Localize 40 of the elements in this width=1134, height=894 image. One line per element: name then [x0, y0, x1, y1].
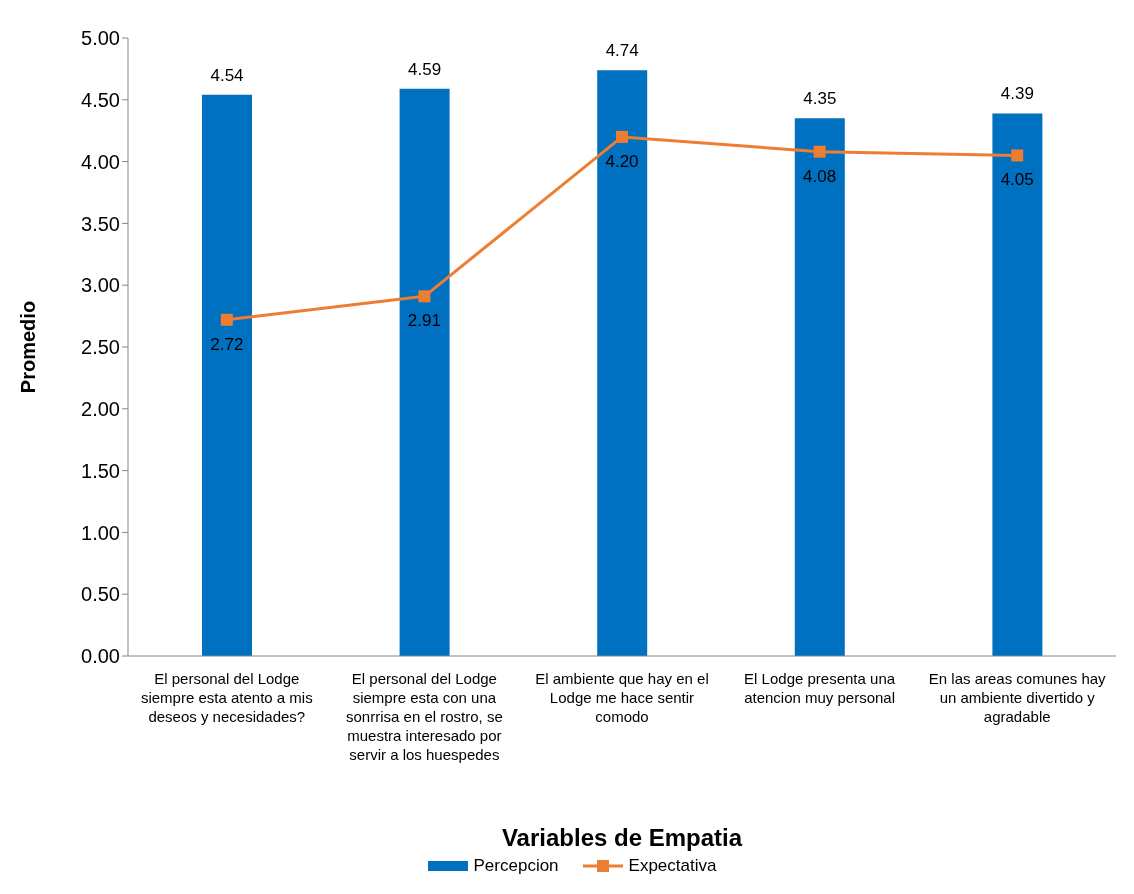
- y-tick-label: 0.50: [81, 583, 120, 606]
- point: [1011, 149, 1024, 162]
- legend-label: Expectativa: [628, 856, 717, 876]
- bar: [202, 94, 252, 656]
- y-tick-label: 2.50: [81, 336, 120, 359]
- x-tick-label: El personal del Lodge siempre esta con una sonrrisa en el rostro, se muestra interesado por servir a los huespedes: [346, 670, 503, 763]
- data-label: 4.20: [605, 151, 639, 171]
- y-tick-label: 5.00: [81, 27, 120, 50]
- y-tick-label: 0.00: [81, 645, 120, 668]
- point: [418, 290, 431, 303]
- y-tick-label: 3.00: [81, 274, 120, 297]
- bar: [992, 113, 1043, 656]
- x-tick-label: El Lodge presenta una atencion muy personal: [744, 670, 896, 706]
- data-label: 4.39: [1000, 84, 1034, 104]
- bar: [399, 88, 450, 656]
- point: [813, 145, 826, 158]
- data-label: 2.91: [407, 311, 441, 331]
- data-label: 4.59: [408, 59, 442, 79]
- x-axis-title: Variables de Empatia: [501, 824, 743, 851]
- y-axis-title: Promedio: [17, 300, 40, 394]
- bar: [597, 70, 648, 656]
- x-tick-label: El ambiente que hay en el Lodge me hace sentir comodo: [535, 670, 709, 725]
- data-label: 4.54: [210, 65, 244, 85]
- y-tick-label: 3.50: [81, 212, 120, 235]
- bar: [794, 118, 845, 656]
- data-label: 4.08: [803, 166, 837, 186]
- y-tick-label: 1.50: [81, 459, 120, 482]
- x-tick-label: En las areas comunes hay un ambiente divertido y agradable: [928, 670, 1107, 725]
- point: [616, 130, 628, 143]
- y-tick-label: 1.00: [81, 521, 120, 544]
- legend-label: Percepcion: [473, 856, 559, 876]
- data-label: 4.74: [605, 41, 639, 61]
- y-tick-label: 4.50: [81, 88, 120, 111]
- data-label: 4.05: [1000, 170, 1034, 190]
- data-label: 2.72: [210, 334, 244, 354]
- data-label: 4.35: [803, 89, 837, 109]
- point: [220, 313, 233, 326]
- y-tick-label: 4.00: [81, 150, 120, 173]
- x-tick-label: El personal del Lodge siempre esta atento a mis deseos y necesidades?: [140, 670, 313, 725]
- y-tick-label: 2.00: [81, 397, 120, 420]
